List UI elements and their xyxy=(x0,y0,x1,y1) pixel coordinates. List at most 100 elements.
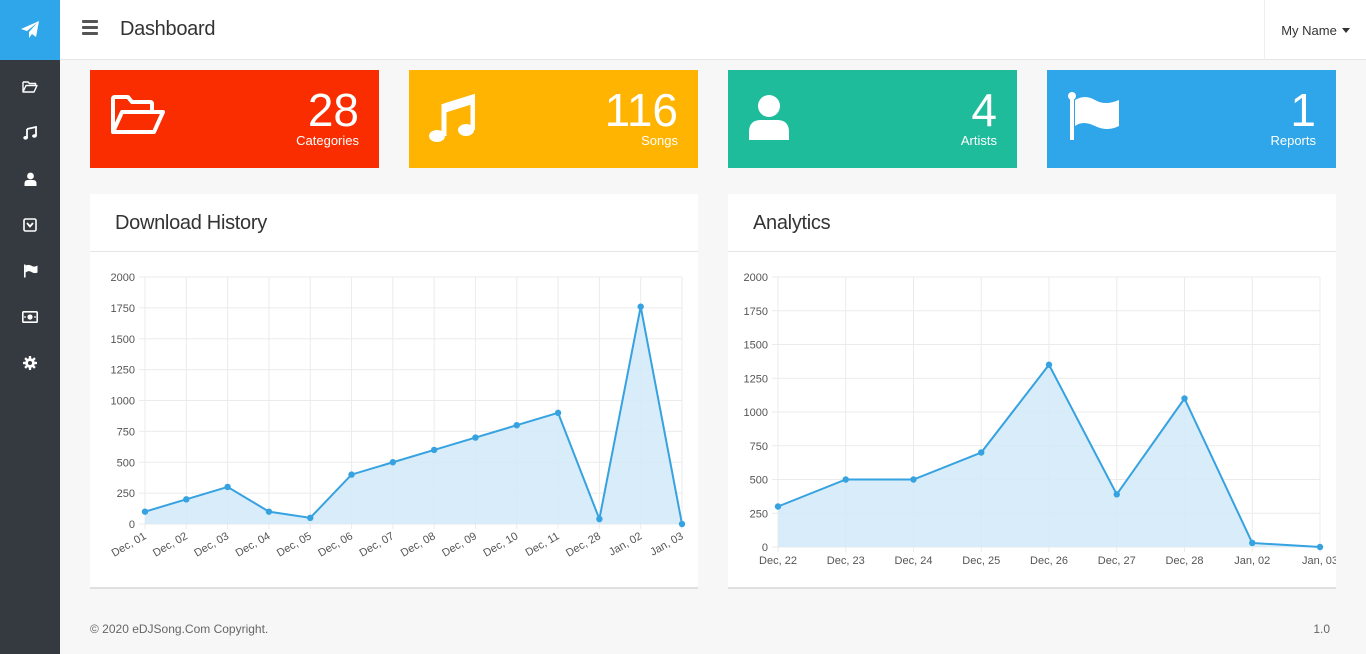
stat-tile-reports[interactable]: 1 Reports xyxy=(1047,70,1336,168)
x-tick-label: Dec, 06 xyxy=(316,530,355,559)
data-point xyxy=(678,520,686,528)
series-line xyxy=(144,306,683,525)
folder-open-icon xyxy=(111,95,165,134)
caret-down-icon xyxy=(1341,28,1350,33)
sidebar-item-artists[interactable] xyxy=(0,156,60,202)
y-tick-label: 750 xyxy=(117,426,135,438)
x-tick-label: Dec, 02 xyxy=(151,530,190,559)
stat-tile-artists[interactable]: 4 Artists xyxy=(728,70,1017,168)
stat-label: Reports xyxy=(1270,133,1316,148)
user-menu-dropdown[interactable]: My Name xyxy=(1264,0,1366,60)
panel-title: Analytics xyxy=(728,194,1336,252)
data-point xyxy=(141,508,149,515)
data-point xyxy=(1316,543,1324,551)
y-tick-label: 250 xyxy=(117,488,135,500)
sidebar-item-settings[interactable] xyxy=(0,340,60,386)
stat-value: 4 xyxy=(971,84,997,136)
stat-value: 1 xyxy=(1290,84,1316,136)
stat-tile-songs[interactable]: 116 Songs xyxy=(409,70,698,168)
user-name: My Name xyxy=(1281,22,1337,38)
footer-version: 1.0 xyxy=(1313,622,1330,636)
data-point xyxy=(554,409,562,417)
x-tick-label: Dec, 04 xyxy=(234,530,273,559)
sidebar-item-archive[interactable] xyxy=(0,202,60,248)
brand-logo[interactable] xyxy=(0,0,60,60)
analytics-chart: 0 250 500 750 1000 1250 1500 1750 2000 Dec, 22 Dec… xyxy=(744,272,1336,567)
y-tick-label: 1250 xyxy=(111,365,135,377)
menu-toggle-icon[interactable] xyxy=(82,20,98,36)
stat-value: 28 xyxy=(307,84,359,136)
data-point xyxy=(1045,361,1053,368)
archive-icon xyxy=(23,218,37,232)
analytics-panel: Analytics 0 250 500 750 1000 1250 1500 1750 2000… xyxy=(728,194,1336,589)
x-tick-label: Dec, 25 xyxy=(962,555,1000,567)
x-tick-label: Dec, 05 xyxy=(275,530,314,559)
x-tick-label: Dec, 03 xyxy=(192,530,231,559)
y-tick-label: 500 xyxy=(750,475,768,487)
y-tick-label: 1500 xyxy=(111,334,135,346)
y-tick-label: 2000 xyxy=(744,272,768,284)
user-icon xyxy=(749,95,789,140)
data-point xyxy=(1249,539,1256,547)
sidebar-item-reports[interactable] xyxy=(0,248,60,294)
music-icon xyxy=(23,126,37,140)
data-point xyxy=(307,514,314,522)
data-point xyxy=(978,449,985,456)
stat-label: Categories xyxy=(296,133,359,148)
stat-value: 116 xyxy=(604,84,678,136)
page-title: Dashboard xyxy=(120,18,216,40)
music-icon xyxy=(429,94,475,142)
data-point xyxy=(637,303,644,310)
y-tick-label: 2000 xyxy=(111,272,135,284)
y-tick-label: 1000 xyxy=(111,396,135,408)
y-tick-label: 250 xyxy=(750,508,768,520)
footer-copyright: © 2020 eDJSong.Com Copyright. xyxy=(90,622,269,636)
x-tick-label: Dec, 27 xyxy=(1098,555,1136,567)
data-point xyxy=(389,459,397,466)
sidebar xyxy=(0,0,60,654)
data-point xyxy=(910,476,917,483)
x-tick-label: Dec, 10 xyxy=(481,530,520,559)
data-point xyxy=(774,503,782,510)
stat-label: Artists xyxy=(960,133,997,148)
data-point xyxy=(1181,395,1188,402)
data-point xyxy=(265,508,273,515)
panel-title: Download History xyxy=(90,194,698,252)
x-tick-label: Dec, 22 xyxy=(759,555,797,567)
y-tick-label: 1000 xyxy=(744,407,768,419)
top-navbar: Dashboard My Name xyxy=(60,0,1366,60)
money-icon xyxy=(22,311,38,323)
x-tick-label: Dec, 01 xyxy=(110,530,149,559)
x-tick-label: Dec, 26 xyxy=(1030,555,1068,567)
x-tick-label: Dec, 28 xyxy=(1166,555,1204,567)
x-tick-label: Dec, 08 xyxy=(399,530,438,559)
y-tick-label: 0 xyxy=(129,519,135,531)
y-tick-label: 1250 xyxy=(744,373,768,385)
data-point xyxy=(472,434,479,441)
y-tick-label: 1750 xyxy=(111,303,135,315)
x-tick-label: Dec, 07 xyxy=(358,530,397,559)
x-tick-label: Jan, 02 xyxy=(607,530,644,558)
sidebar-item-payments[interactable] xyxy=(0,294,60,340)
gear-icon xyxy=(23,356,37,370)
series-area xyxy=(145,306,682,524)
x-tick-label: Dec, 28 xyxy=(564,530,603,559)
folder-open-icon xyxy=(22,81,38,93)
flag-icon xyxy=(1068,92,1119,140)
download-history-panel: Download History 0 250 500 750 1000 1250 1500 1… xyxy=(90,194,698,589)
x-tick-label: Jan, 03 xyxy=(1302,555,1336,567)
y-tick-label: 500 xyxy=(117,457,135,469)
paper-plane-icon xyxy=(21,21,39,38)
x-tick-label: Dec, 09 xyxy=(440,530,479,559)
data-point xyxy=(183,496,190,503)
stat-label: Songs xyxy=(641,133,678,148)
data-point xyxy=(513,422,520,429)
y-tick-label: 750 xyxy=(750,441,768,453)
flag-icon xyxy=(23,264,37,278)
x-tick-label: Dec, 23 xyxy=(827,555,865,567)
stat-tile-categories[interactable]: 28 Categories xyxy=(90,70,379,168)
sidebar-item-songs[interactable] xyxy=(0,110,60,156)
user-icon xyxy=(24,172,36,186)
sidebar-item-categories[interactable] xyxy=(0,64,60,110)
